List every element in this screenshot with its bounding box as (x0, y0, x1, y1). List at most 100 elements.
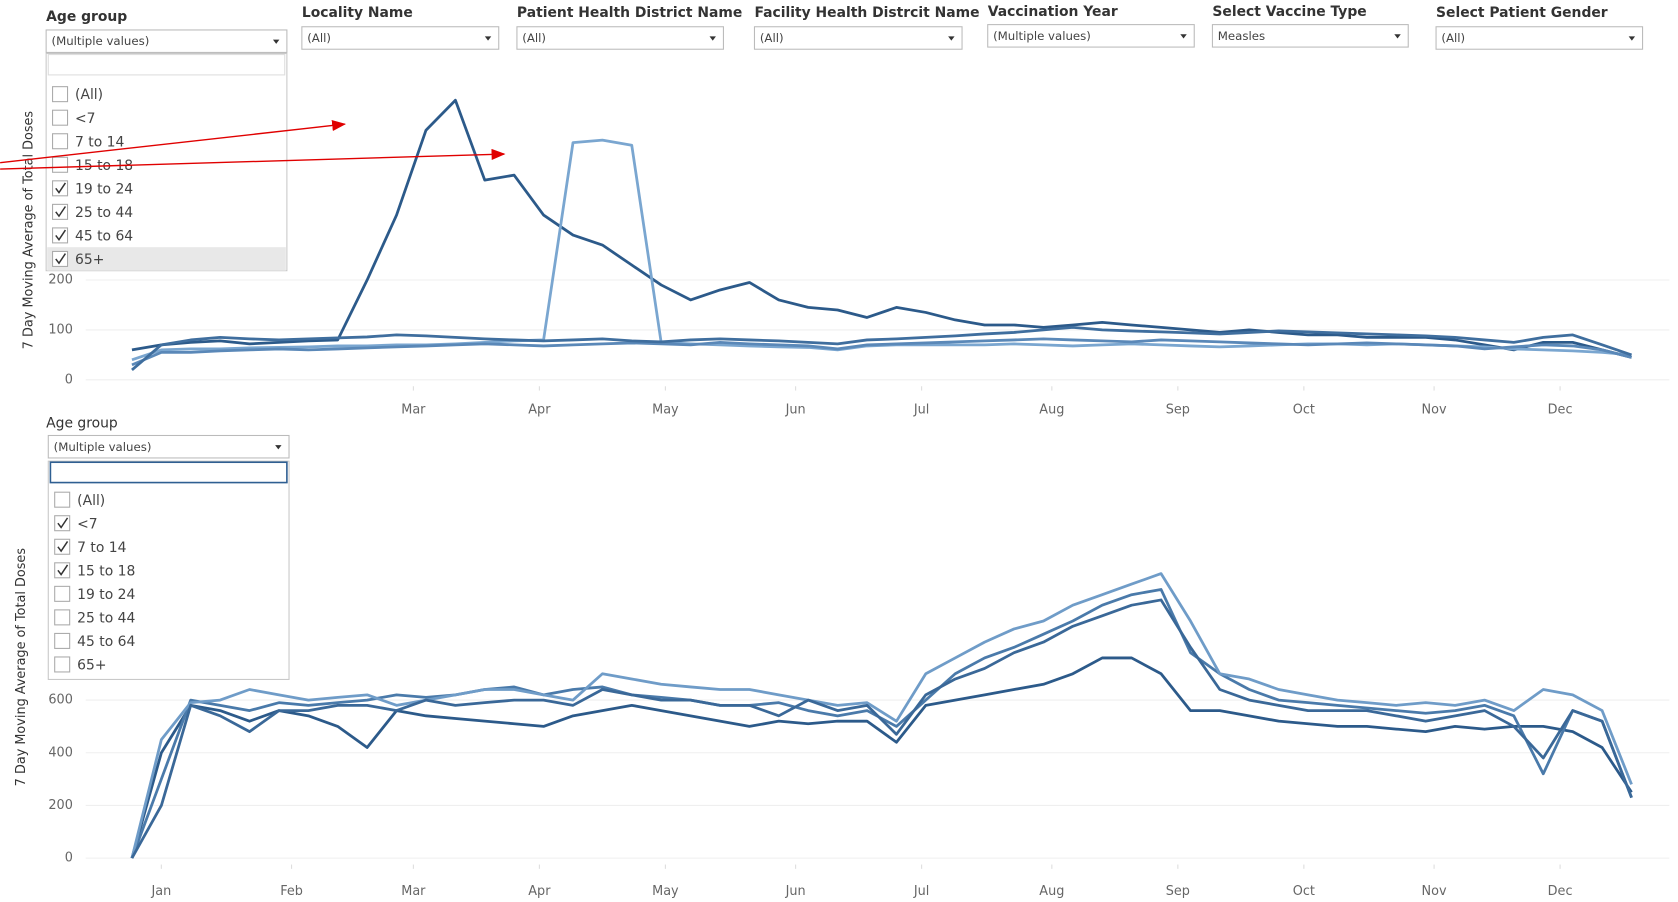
dropdown-value: (All) (760, 31, 784, 45)
y-tick-label: 600 (48, 693, 73, 708)
x-tick-label: Feb (280, 884, 303, 899)
x-tick-label: Nov (1422, 402, 1447, 417)
checkbox[interactable] (54, 632, 71, 649)
y-tick-label: 100 (48, 322, 73, 337)
arrow (0, 119, 347, 164)
dropdown-caret (1628, 36, 1636, 41)
option-label[interactable]: 19 to 24 (75, 181, 133, 197)
option-label[interactable]: (All) (77, 493, 105, 509)
x-tick-label: Nov (1422, 884, 1447, 899)
filter-label: Select Vaccine Type (1212, 4, 1366, 20)
series-line (131, 98, 1632, 359)
option-label[interactable]: 19 to 24 (77, 587, 135, 603)
x-tick-label: Mar (401, 884, 426, 899)
x-tick-label: Jun (785, 402, 806, 417)
x-tick-label: Aug (1039, 402, 1064, 417)
x-tick-label: May (652, 402, 679, 417)
series-line (130, 598, 1633, 859)
x-tick-label: May (652, 884, 679, 899)
checkbox[interactable] (54, 609, 71, 626)
x-tick-label: Jul (913, 884, 929, 899)
series-line (130, 572, 1633, 859)
search-field[interactable] (49, 461, 288, 484)
filter-label: Select Patient Gender (1436, 5, 1608, 21)
option-label[interactable]: 65+ (77, 658, 106, 674)
dropdown-value: (Multiple values) (993, 29, 1091, 43)
option-label[interactable]: 25 to 44 (77, 610, 135, 626)
x-tick-label: Mar (401, 402, 426, 417)
arrow (0, 148, 506, 170)
y-tick-label: 200 (48, 798, 73, 813)
x-tick-label: Oct (1293, 402, 1315, 417)
x-tick-label: Dec (1548, 402, 1573, 417)
y-axis-title: 7 Day Moving Average of Total Doses (14, 548, 29, 787)
checkbox[interactable] (54, 585, 71, 602)
annotation-arrows (0, 119, 506, 170)
dropdown-box[interactable] (1435, 26, 1644, 50)
dropdown-box[interactable] (301, 26, 500, 50)
filter-label: Age group (46, 416, 118, 432)
dropdown-box[interactable] (516, 26, 724, 50)
checkmark (55, 253, 67, 265)
dropdown-box[interactable] (1211, 24, 1409, 48)
series-line (131, 138, 1632, 362)
search-field[interactable] (47, 54, 286, 76)
checkmark (55, 182, 67, 194)
x-tick-label: Jun (785, 884, 806, 899)
dropdown-caret (272, 39, 280, 44)
dropdown-caret (484, 36, 492, 41)
filter-label: Patient Health District Name (517, 5, 742, 21)
dropdown-value: (All) (307, 31, 331, 45)
checkbox[interactable] (52, 109, 69, 126)
dropdown-box[interactable] (45, 29, 288, 53)
series-line (130, 588, 1633, 859)
y-tick-label: 0 (65, 372, 73, 387)
checkbox[interactable] (54, 491, 71, 508)
option-label[interactable]: <7 (75, 111, 95, 127)
dropdown-value: (All) (522, 31, 546, 45)
dropdown-value: (All) (1441, 31, 1465, 45)
dropdown-box[interactable] (47, 434, 290, 459)
option-label[interactable]: 45 to 64 (75, 228, 133, 244)
filter-label: Facility Health Distrcit Name (754, 5, 979, 21)
checkmark (57, 517, 69, 529)
option-label[interactable]: 65+ (75, 252, 104, 268)
option-label[interactable]: 7 to 14 (77, 540, 126, 556)
option-label[interactable]: 25 to 44 (75, 205, 133, 221)
option-label[interactable]: <7 (77, 516, 97, 532)
x-tick-label: Dec (1548, 884, 1573, 899)
dropdown-box[interactable] (987, 24, 1195, 48)
option-highlight (47, 247, 286, 271)
overlay: Age group (Multiple values) Locality Name (… (45, 4, 1644, 680)
dropdown-caret (1394, 34, 1401, 39)
series-line (130, 656, 1633, 859)
option-label[interactable]: 45 to 64 (77, 634, 135, 650)
dropdown-caret (709, 36, 716, 41)
y-axis-title: 7 Day Moving Average of Total Doses (22, 111, 37, 350)
filter-label: Locality Name (302, 5, 413, 21)
series-line (131, 337, 1632, 367)
dropdown-box[interactable] (753, 26, 963, 50)
x-tick-label: Apr (528, 402, 551, 417)
dropdown-caret (948, 36, 955, 41)
checkbox[interactable] (52, 86, 69, 103)
dropdown-panel (47, 460, 290, 680)
dropdown-caret (1180, 34, 1187, 39)
y-tick-label: 0 (65, 851, 73, 866)
option-label[interactable]: 15 to 18 (77, 563, 135, 579)
checkbox[interactable] (52, 133, 69, 150)
x-tick-label: Apr (528, 884, 551, 899)
y-tick-label: 400 (48, 745, 73, 760)
dropdown-value: (Multiple values) (54, 440, 152, 454)
option-label[interactable]: (All) (75, 87, 103, 103)
dropdown-value: (Multiple values) (51, 34, 149, 48)
checkbox[interactable] (54, 656, 71, 673)
x-tick-label: Jul (913, 402, 929, 417)
checkmark (57, 540, 69, 553)
checkbox[interactable] (52, 156, 69, 173)
x-tick-label: Jan (150, 884, 171, 899)
dropdown-value: Measles (1218, 29, 1265, 43)
checkmark (57, 564, 69, 576)
option-label[interactable]: 7 to 14 (75, 134, 124, 150)
